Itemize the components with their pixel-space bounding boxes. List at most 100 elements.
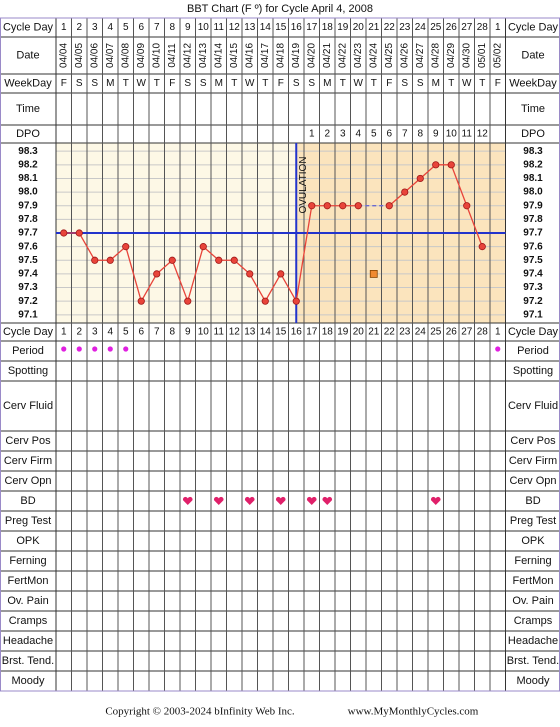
y-tick-label: 97.1	[18, 309, 38, 320]
y-tick-label: 98.3	[523, 146, 543, 157]
cycle-day: 16	[291, 22, 303, 33]
dpo: 11	[462, 129, 473, 140]
y-tick-label: 98.3	[18, 146, 38, 157]
row-label: Date	[521, 49, 544, 61]
temperature-point	[106, 256, 114, 264]
weekday: S	[76, 78, 83, 89]
bd-heart	[430, 496, 441, 505]
y-tick-label: 97.2	[18, 296, 38, 307]
period-dot	[76, 346, 82, 352]
row-label: Headache	[508, 635, 558, 647]
bd-heart	[322, 496, 333, 505]
y-tick-label: 97.8	[18, 214, 38, 225]
website: www.MyMonthlyCycles.com	[348, 706, 479, 718]
cycle-day: 21	[368, 327, 380, 338]
row-label: Cycle Day	[3, 21, 54, 33]
row-label: Cerv Opn	[4, 475, 51, 487]
cycle-day: 14	[260, 327, 272, 338]
row-label: OPK	[16, 535, 40, 547]
cycle-day: 20	[353, 327, 365, 338]
row-label: Cycle Day	[3, 326, 54, 338]
row-label: Spotting	[513, 365, 553, 377]
row-label: Headache	[3, 635, 53, 647]
date: 04/24	[368, 43, 379, 68]
cycle-day: 8	[169, 327, 175, 338]
cycle-day: 15	[275, 22, 287, 33]
copyright: Copyright © 2003-2024 bInfinity Web Inc.	[105, 706, 295, 718]
date: 05/01	[477, 43, 488, 68]
y-tick-label: 97.8	[523, 214, 543, 225]
row-label: Ov. Pain	[7, 595, 48, 607]
row-label: OPK	[521, 535, 545, 547]
date: 04/16	[244, 43, 255, 68]
temperature-point	[199, 243, 207, 251]
temperature-point	[478, 243, 486, 251]
date: 04/13	[198, 43, 209, 68]
weekday: S	[401, 78, 408, 89]
y-tick-label: 97.2	[523, 296, 543, 307]
date: 04/25	[384, 43, 395, 68]
cycle-day: 2	[76, 327, 82, 338]
weekday: W	[354, 78, 364, 89]
date: 04/17	[260, 43, 271, 68]
weekday: F	[61, 78, 67, 89]
cycle-day: 17	[306, 22, 318, 33]
weekday: S	[91, 78, 98, 89]
row-label: Moody	[11, 675, 45, 687]
row-label: BD	[525, 495, 540, 507]
weekday: W	[245, 78, 255, 89]
weekday: T	[262, 78, 268, 89]
y-tick-label: 98.0	[523, 187, 543, 198]
date: 04/07	[105, 43, 116, 68]
cycle-day: 6	[138, 327, 144, 338]
y-tick-label: 97.9	[523, 200, 543, 211]
cycle-day: 9	[185, 22, 191, 33]
cycle-day: 17	[306, 327, 318, 338]
date: 04/06	[89, 43, 100, 68]
date: 04/04	[58, 43, 69, 68]
weekday: F	[278, 78, 284, 89]
weekday: W	[137, 78, 147, 89]
row-label: Cerv Pos	[5, 435, 51, 447]
cycle-day: 25	[430, 22, 442, 33]
y-tick-label: 97.7	[523, 228, 543, 239]
date: 04/05	[74, 43, 85, 68]
period-dot	[123, 346, 129, 352]
y-tick-label: 98.2	[523, 159, 543, 170]
cycle-day: 16	[291, 327, 303, 338]
date: 04/20	[306, 43, 317, 68]
y-tick-label: 98.1	[523, 173, 543, 184]
bd-heart	[275, 496, 286, 505]
weekday: F	[169, 78, 175, 89]
date: 04/22	[337, 43, 348, 68]
temperature-point	[137, 297, 145, 305]
row-label: Ov. Pain	[512, 595, 553, 607]
cycle-day: 2	[76, 22, 82, 33]
row-label: Time	[521, 103, 545, 115]
temperature-point	[230, 256, 238, 264]
temperature-point	[60, 229, 68, 237]
cycle-day: 1	[495, 22, 501, 33]
cycle-day: 3	[92, 327, 98, 338]
cycle-day: 18	[322, 22, 334, 33]
dpo: 10	[446, 129, 458, 140]
dpo: 4	[355, 129, 361, 140]
bd-heart	[244, 496, 255, 505]
period-dot	[495, 346, 501, 352]
weekday: S	[308, 78, 315, 89]
date: 04/11	[167, 43, 178, 68]
cycle-day: 26	[446, 22, 458, 33]
date: 05/02	[492, 43, 503, 68]
row-label: WeekDay	[4, 77, 52, 89]
y-tick-label: 97.4	[523, 269, 543, 280]
temperature-point	[75, 229, 83, 237]
y-tick-label: 98.1	[18, 173, 38, 184]
y-tick-label: 98.0	[18, 187, 38, 198]
y-tick-label: 97.6	[523, 241, 543, 252]
dpo: 7	[402, 129, 408, 140]
row-label: Cycle Day	[508, 326, 559, 338]
cycle-day: 15	[275, 327, 287, 338]
row-label: Cerv Fluid	[508, 400, 558, 412]
temperature-point	[277, 270, 285, 278]
weekday: S	[417, 78, 424, 89]
